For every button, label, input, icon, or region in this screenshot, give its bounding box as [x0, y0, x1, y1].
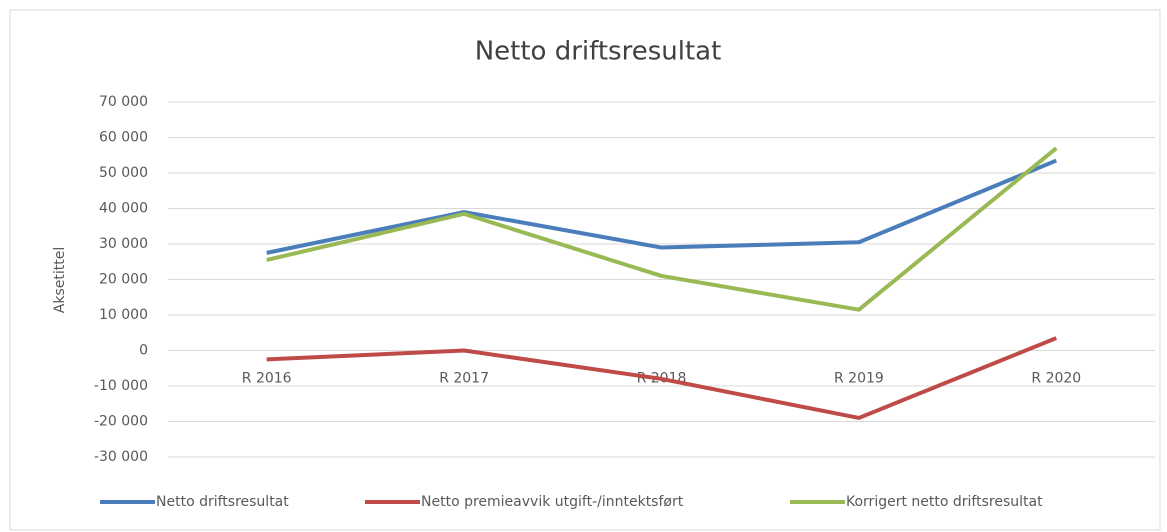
- y-tick-label: 30 000: [99, 236, 148, 252]
- legend-label: Netto premieavvik utgift-/inntektsført: [421, 494, 684, 510]
- y-tick-label: 70 000: [99, 94, 148, 110]
- y-axis-title: Aksetittel: [52, 247, 68, 313]
- series-line: [266, 158, 1058, 255]
- y-tick-label: 40 000: [99, 201, 148, 217]
- y-tick-label: -20 000: [94, 414, 148, 430]
- y-tick-label: 0: [139, 343, 148, 359]
- y-tick-label: 50 000: [99, 165, 148, 181]
- chart-title: Netto driftsresultat: [475, 37, 722, 67]
- series-line: [266, 336, 1058, 420]
- series-line: [266, 146, 1058, 312]
- y-tick-label: 10 000: [99, 307, 148, 323]
- y-tick-label: -30 000: [94, 449, 148, 465]
- y-tick-label: 60 000: [99, 130, 148, 146]
- legend-label: Netto driftsresultat: [156, 494, 289, 510]
- y-tick-label: 20 000: [99, 272, 148, 288]
- x-tick-label: R 2020: [1031, 371, 1081, 387]
- y-tick-label: -10 000: [94, 378, 148, 394]
- x-tick-label: R 2016: [242, 371, 292, 387]
- x-tick-label: R 2019: [834, 371, 884, 387]
- legend-label: Korrigert netto driftsresultat: [846, 494, 1043, 510]
- chart-border: [9, 9, 1161, 531]
- x-tick-label: R 2017: [439, 371, 489, 387]
